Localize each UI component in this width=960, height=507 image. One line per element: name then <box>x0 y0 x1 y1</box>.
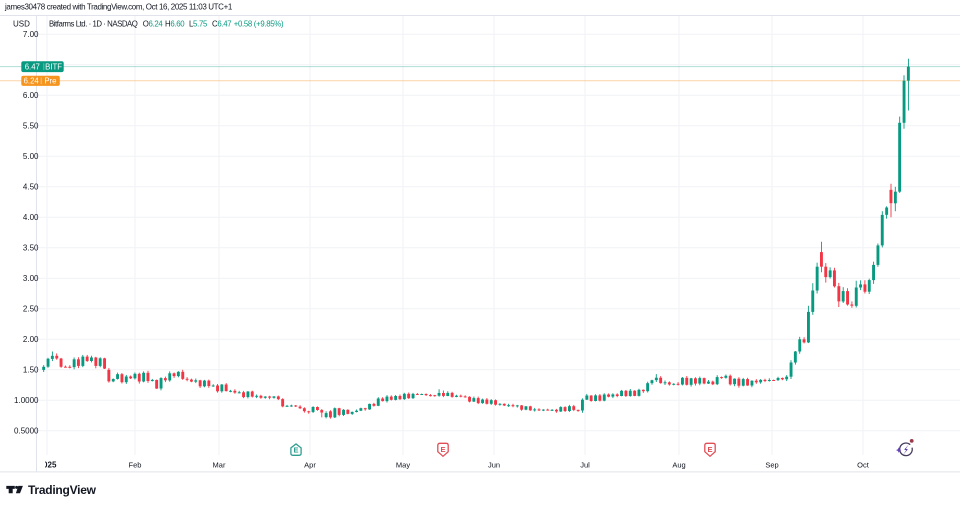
svg-text:Apr: Apr <box>304 461 316 470</box>
svg-text:E: E <box>707 445 712 454</box>
svg-text:E: E <box>293 446 298 455</box>
svg-text:BITF: BITF <box>45 63 62 72</box>
svg-text:james30478 created with Tradin: james30478 created with TradingView.com,… <box>4 3 233 12</box>
svg-text:4.50: 4.50 <box>23 183 39 192</box>
svg-text:5.50: 5.50 <box>23 122 39 131</box>
svg-text:Sep: Sep <box>765 461 778 470</box>
svg-text:E: E <box>440 445 445 454</box>
svg-text:3.50: 3.50 <box>23 244 39 253</box>
svg-text:L5.75: L5.75 <box>189 19 208 28</box>
svg-text:Pre: Pre <box>44 77 56 86</box>
svg-text:USD: USD <box>13 19 30 28</box>
svg-text:1.0000: 1.0000 <box>14 396 39 405</box>
svg-text:4.00: 4.00 <box>23 213 39 222</box>
svg-text:Jun: Jun <box>488 461 500 470</box>
svg-text:C6.47: C6.47 <box>212 19 231 28</box>
svg-text:6.24: 6.24 <box>24 77 40 86</box>
svg-text:5.00: 5.00 <box>23 152 39 161</box>
svg-text:Bitfarms Ltd. · 1D · NASDAQ: Bitfarms Ltd. · 1D · NASDAQ <box>49 19 138 28</box>
svg-text:Oct: Oct <box>857 461 870 470</box>
svg-text:O6.24: O6.24 <box>143 19 164 28</box>
svg-text:H6.60: H6.60 <box>165 19 185 28</box>
svg-text:Feb: Feb <box>129 461 142 470</box>
svg-text:0.5000: 0.5000 <box>14 427 39 436</box>
svg-text:2025: 2025 <box>39 461 57 470</box>
svg-text:3.00: 3.00 <box>23 274 39 283</box>
svg-text:1.50: 1.50 <box>23 366 39 375</box>
svg-text:Jul: Jul <box>580 461 590 470</box>
svg-text:Mar: Mar <box>213 461 226 470</box>
svg-text:May: May <box>396 461 410 470</box>
svg-text:2.00: 2.00 <box>23 335 39 344</box>
svg-text:Aug: Aug <box>672 461 685 470</box>
svg-text:6.00: 6.00 <box>23 91 39 100</box>
svg-text:2.50: 2.50 <box>23 305 39 314</box>
svg-text:+0.58 (+9.85%): +0.58 (+9.85%) <box>234 19 284 28</box>
svg-text:7.00: 7.00 <box>23 30 39 39</box>
svg-text:6.47: 6.47 <box>25 63 40 72</box>
svg-text:TradingView: TradingView <box>28 483 97 497</box>
